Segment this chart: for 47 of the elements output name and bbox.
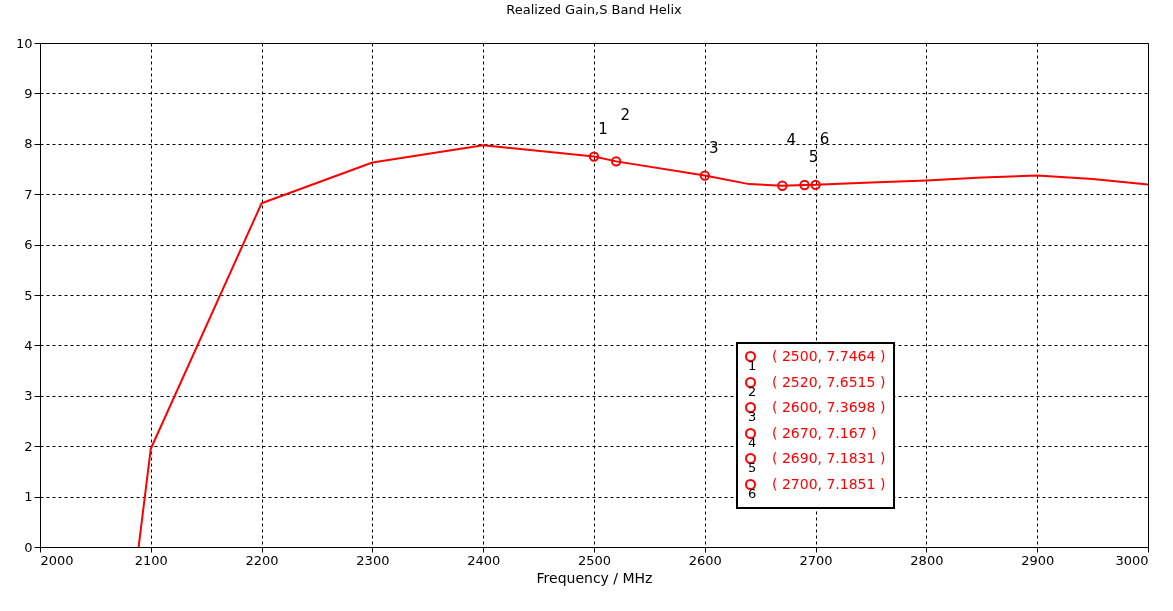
- y-tick-label: 2: [24, 438, 33, 454]
- x-tick-label: 2200: [245, 552, 279, 568]
- x-tick-label: 2800: [910, 552, 944, 568]
- point: [699, 170, 710, 181]
- y-tick-label: 9: [24, 85, 33, 101]
- x-tick-label: 2000: [40, 552, 74, 568]
- text: 1: [748, 358, 757, 373]
- annotation: 3: [709, 138, 719, 157]
- annotation: ( 2670, 7.167 ): [772, 424, 877, 441]
- y-tick-label: 0: [24, 539, 33, 555]
- annotation: 2: [620, 106, 630, 125]
- point: [610, 156, 622, 167]
- annotation: 4: [786, 130, 797, 149]
- y-tick-label: 10: [15, 35, 33, 51]
- y-tick-label: 5: [24, 287, 33, 303]
- annotation: ( 2520, 7.6515 ): [772, 373, 886, 390]
- annotation: ( 2500, 7.7464 ): [772, 348, 886, 364]
- point: [588, 151, 600, 162]
- x-tick-label: 3000: [1115, 552, 1149, 568]
- y-tick-label: 7: [24, 186, 33, 202]
- annotation: ( 2690, 7.1831 ): [772, 450, 886, 466]
- annotation: 1: [598, 119, 608, 138]
- y-tick-label: 6: [24, 237, 33, 253]
- x-tick-label: 2100: [134, 552, 168, 568]
- text: 3: [748, 409, 757, 424]
- point: [810, 179, 821, 191]
- x-tick-label: 2700: [799, 552, 833, 568]
- y-tick-label: 4: [24, 337, 33, 353]
- text: 2: [748, 383, 757, 399]
- point: [799, 179, 810, 191]
- x-tick-label: 2900: [1021, 552, 1055, 568]
- annotation: ( 2600, 7.3698 ): [772, 399, 886, 415]
- chart-title: Realized Gain,S Band Helix: [506, 2, 683, 17]
- annotation: ( 2700, 7.1851 ): [772, 475, 886, 492]
- text: 4: [748, 434, 757, 450]
- x-tick-label: 2600: [688, 552, 722, 568]
- x-axis-title: Frequency / MHz: [536, 569, 653, 586]
- text: 5: [748, 460, 757, 475]
- annotation: 6: [819, 129, 830, 148]
- y-tick-label: 1: [24, 489, 33, 505]
- x-tick-label: 2300: [356, 552, 390, 568]
- point: [777, 180, 788, 191]
- x-tick-label: 2400: [467, 552, 501, 568]
- y-tick-label: 8: [24, 136, 33, 152]
- x-tick-label: 2500: [577, 552, 612, 568]
- text: 6: [748, 485, 757, 501]
- y-tick-label: 3: [24, 388, 33, 404]
